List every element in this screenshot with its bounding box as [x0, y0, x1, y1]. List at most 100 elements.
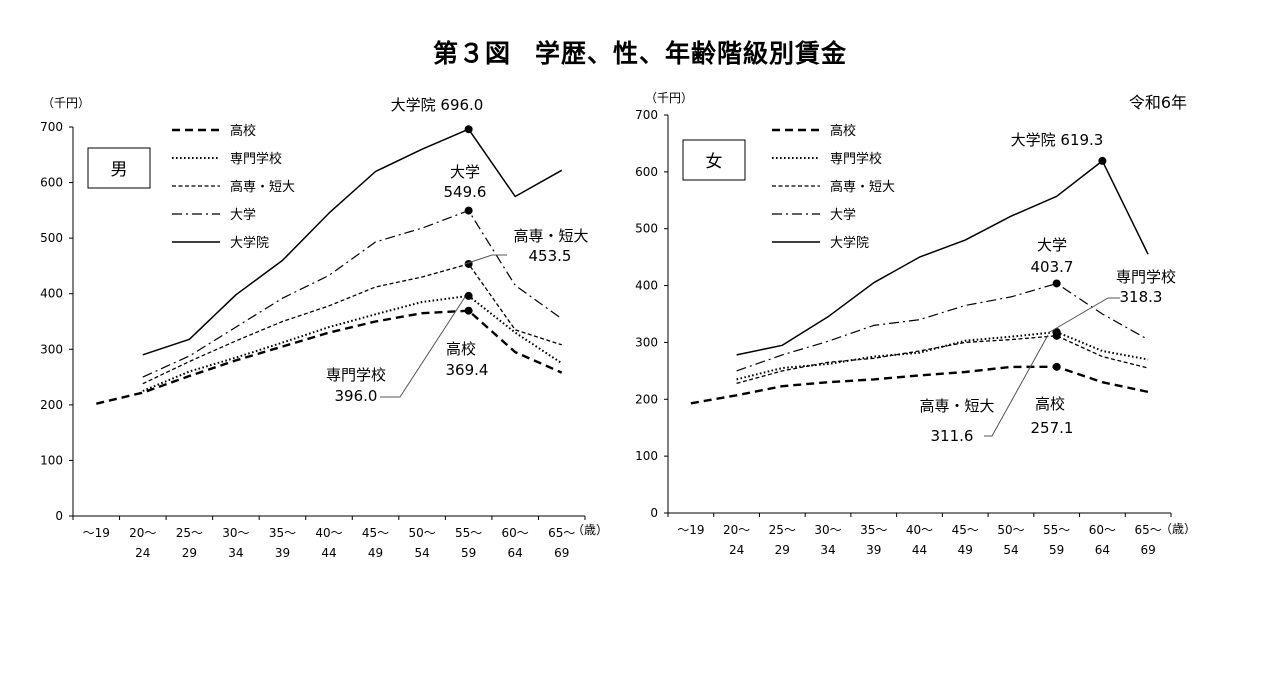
y-tick-label: 700 [40, 120, 63, 134]
y-tick-label: 100 [635, 449, 658, 463]
series-line [142, 294, 563, 392]
data-label: 311.6 [931, 427, 974, 445]
chart-panel-female: 0 100 200 300 400 500 600 700 ～19 20～ 24 25～ 29 30～ 34… [635, 91, 1196, 557]
figure-title: 学歴、性、年齢階級別賃金 [535, 39, 848, 68]
y-unit-label: （千円） [42, 96, 90, 110]
panel-label: 男 [111, 160, 128, 180]
y-tick-label: 500 [40, 231, 63, 245]
x-tick-label: 65～ [1134, 523, 1161, 537]
x-tick-label: 59 [1049, 543, 1064, 557]
y-tick-label: 700 [635, 108, 658, 122]
data-label: 高専・短大 [513, 227, 588, 245]
x-tick-label: 34 [820, 543, 835, 557]
panel-label-box [87, 147, 151, 189]
series-line [96, 309, 563, 405]
x-tick-label: 20～ [723, 523, 750, 537]
legend-label: 大学 [230, 207, 256, 223]
data-point-marker [464, 291, 473, 300]
x-tick-label: 64 [508, 546, 523, 560]
data-label: 549.6 [444, 183, 487, 201]
data-label: 257.1 [1031, 419, 1074, 437]
x-tick-label: 45～ [952, 523, 979, 537]
x-tick-label: 39 [866, 543, 881, 557]
year-note: 令和6年 [1129, 93, 1187, 112]
data-label: 403.7 [1031, 258, 1074, 276]
annotation-leader-line [380, 296, 466, 398]
series-line [690, 365, 1149, 405]
x-tick-label: 30～ [222, 526, 249, 540]
legend-label: 大学院 [230, 235, 269, 251]
x-tick-label: 34 [228, 546, 243, 560]
data-label: 専門学校 [326, 366, 386, 384]
x-tick-label: 29 [182, 546, 197, 560]
annotation-leader-line [464, 254, 507, 265]
y-tick-label: 0 [650, 506, 658, 520]
y-tick-label: 300 [40, 342, 63, 356]
x-tick-label: 24 [729, 543, 744, 557]
legend-label: 高専・短大 [230, 179, 295, 195]
data-label: 大学 [1037, 236, 1067, 254]
x-tick-label: 65～ [548, 526, 575, 540]
x-tick-label: 69 [1140, 543, 1155, 557]
x-tick-label: 35～ [269, 526, 296, 540]
series-line [736, 331, 1149, 381]
legend-label: 高校 [230, 123, 256, 139]
x-tick-label: 50～ [997, 523, 1024, 537]
x-tick-label: 40～ [906, 523, 933, 537]
y-unit-label: （千円） [645, 91, 693, 105]
page-title: 第３図 学歴、性、年齢階級別賃金 [0, 34, 1280, 70]
y-tick-label: 200 [635, 392, 658, 406]
annotation-leader-line [1047, 297, 1120, 334]
x-tick-label: 69 [554, 546, 569, 560]
legend-label: 高専・短大 [830, 179, 895, 195]
x-tick-label: 29 [775, 543, 790, 557]
x-tick-label: 25～ [769, 523, 796, 537]
data-point-marker [1098, 156, 1107, 165]
legend-label: 高校 [830, 123, 856, 139]
x-tick-label: 39 [275, 546, 290, 560]
data-label: 高専・短大 [919, 397, 994, 415]
data-label: 高校 [1035, 395, 1065, 413]
data-label: 396.0 [335, 387, 378, 405]
panel-label: 女 [706, 152, 723, 172]
data-point-marker [1052, 331, 1061, 340]
x-tick-label: 55～ [455, 526, 482, 540]
data-label: 大学院 619.3 [1011, 131, 1104, 149]
data-point-marker [464, 125, 473, 134]
legend-label: 専門学校 [230, 151, 282, 167]
chart-panel-male: 0 100 200 300 400 500 600 700 ～19 20～ 24 25～ 29 30～ 34… [40, 96, 608, 560]
x-tick-label: 24 [135, 546, 150, 560]
figure-number: 第３図 [432, 39, 511, 68]
data-point-marker [464, 206, 473, 215]
data-label: 318.3 [1120, 288, 1163, 306]
x-tick-label: 44 [912, 543, 927, 557]
y-tick-label: 400 [635, 279, 658, 293]
data-point-marker [1052, 279, 1061, 288]
y-tick-label: 0 [55, 509, 63, 523]
data-point-marker [1052, 362, 1061, 371]
data-label: 369.4 [446, 361, 489, 379]
annotation-leader-line [984, 334, 1049, 437]
x-tick-label: 59 [461, 546, 476, 560]
x-tick-label: 45～ [362, 526, 389, 540]
panel-label-box [682, 139, 746, 181]
legend-label: 大学 [830, 207, 856, 223]
x-unit-label: （歳） [1160, 522, 1196, 536]
x-tick-label: ～19 [83, 526, 110, 540]
x-tick-label: 55～ [1043, 523, 1070, 537]
data-label: 大学院 696.0 [391, 96, 484, 114]
series-line [736, 335, 1149, 385]
data-label: 専門学校 [1116, 268, 1176, 286]
series-line [736, 160, 1149, 356]
series-line [142, 210, 563, 378]
series-line [736, 282, 1149, 372]
y-tick-label: 100 [40, 453, 63, 467]
x-unit-label: （歳） [572, 523, 608, 537]
x-tick-label: 50～ [408, 526, 435, 540]
legend-label: 大学院 [830, 235, 869, 251]
x-tick-label: 25～ [176, 526, 203, 540]
x-tick-label: ～19 [677, 523, 704, 537]
y-tick-label: 300 [635, 335, 658, 349]
x-tick-label: 54 [414, 546, 429, 560]
